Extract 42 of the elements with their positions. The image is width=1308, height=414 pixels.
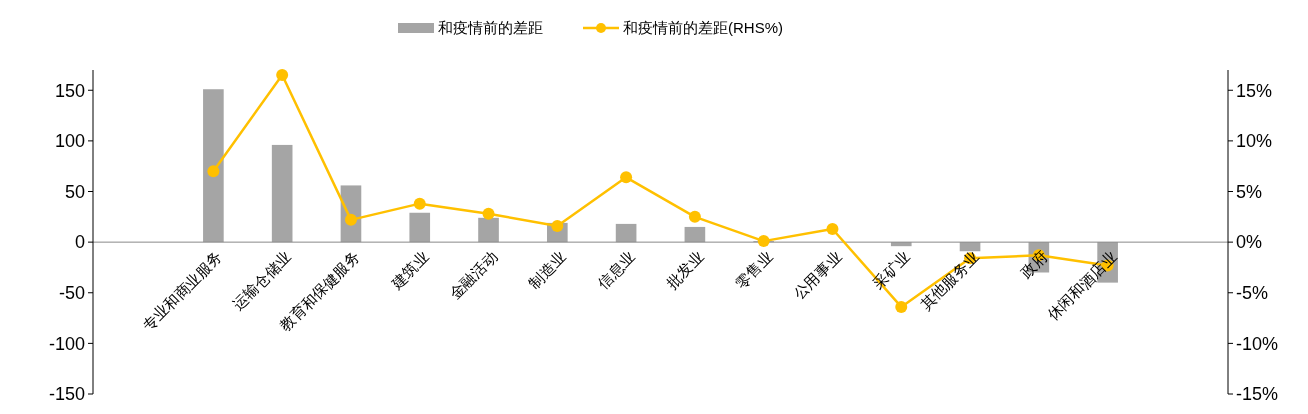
y-tick-label: 50 (64, 181, 85, 202)
x-tick-label: 金融活动 (445, 247, 501, 303)
bar (615, 223, 637, 243)
x-tick-label: 批发业 (662, 247, 707, 292)
y2-tick-label: 0% (1236, 232, 1263, 253)
y-tick-label: -50 (58, 283, 85, 304)
x-tick-label: 采矿业 (869, 247, 914, 292)
y-tick-label: 0 (74, 232, 85, 253)
point (895, 300, 908, 313)
bar (271, 144, 293, 243)
y-tick-label: 150 (54, 80, 85, 101)
x-tick-label: 公用事业 (789, 247, 845, 303)
point (413, 197, 426, 210)
y-tick-label: -100 (48, 333, 85, 354)
x-tick-label: 信息业 (594, 247, 638, 292)
y2-tick-label: 5% (1236, 181, 1263, 202)
bar (409, 212, 431, 243)
legend-label: 和疫情前的差距 (438, 19, 543, 36)
y-tick-label: 100 (54, 131, 85, 152)
point (344, 213, 357, 226)
x-tick-label: 制造业 (525, 247, 570, 292)
bar (203, 89, 224, 243)
point (620, 171, 633, 184)
x-tick-label: 建筑业 (387, 247, 432, 293)
y-tick-label: -150 (48, 384, 85, 405)
point (207, 165, 220, 178)
x-tick-label: 专业和商业服务 (138, 247, 226, 335)
point (482, 207, 495, 220)
bar (478, 217, 499, 243)
point (276, 69, 289, 82)
point (826, 222, 839, 235)
y2-tick-label: 15% (1236, 80, 1273, 101)
x-tick-label: 零售业 (731, 247, 776, 292)
y2-tick-label: -5% (1236, 283, 1269, 304)
point (757, 235, 770, 248)
point (688, 210, 701, 223)
x-tick-label: 其他服务业 (916, 247, 982, 313)
y2-tick-label: 10% (1236, 131, 1273, 152)
y2-tick-label: -10% (1236, 333, 1279, 354)
legend-label: 和疫情前的差距(RHS%) (623, 19, 783, 36)
x-tick-label: 政府 (1017, 247, 1051, 282)
y2-tick-label: -15% (1236, 384, 1279, 405)
